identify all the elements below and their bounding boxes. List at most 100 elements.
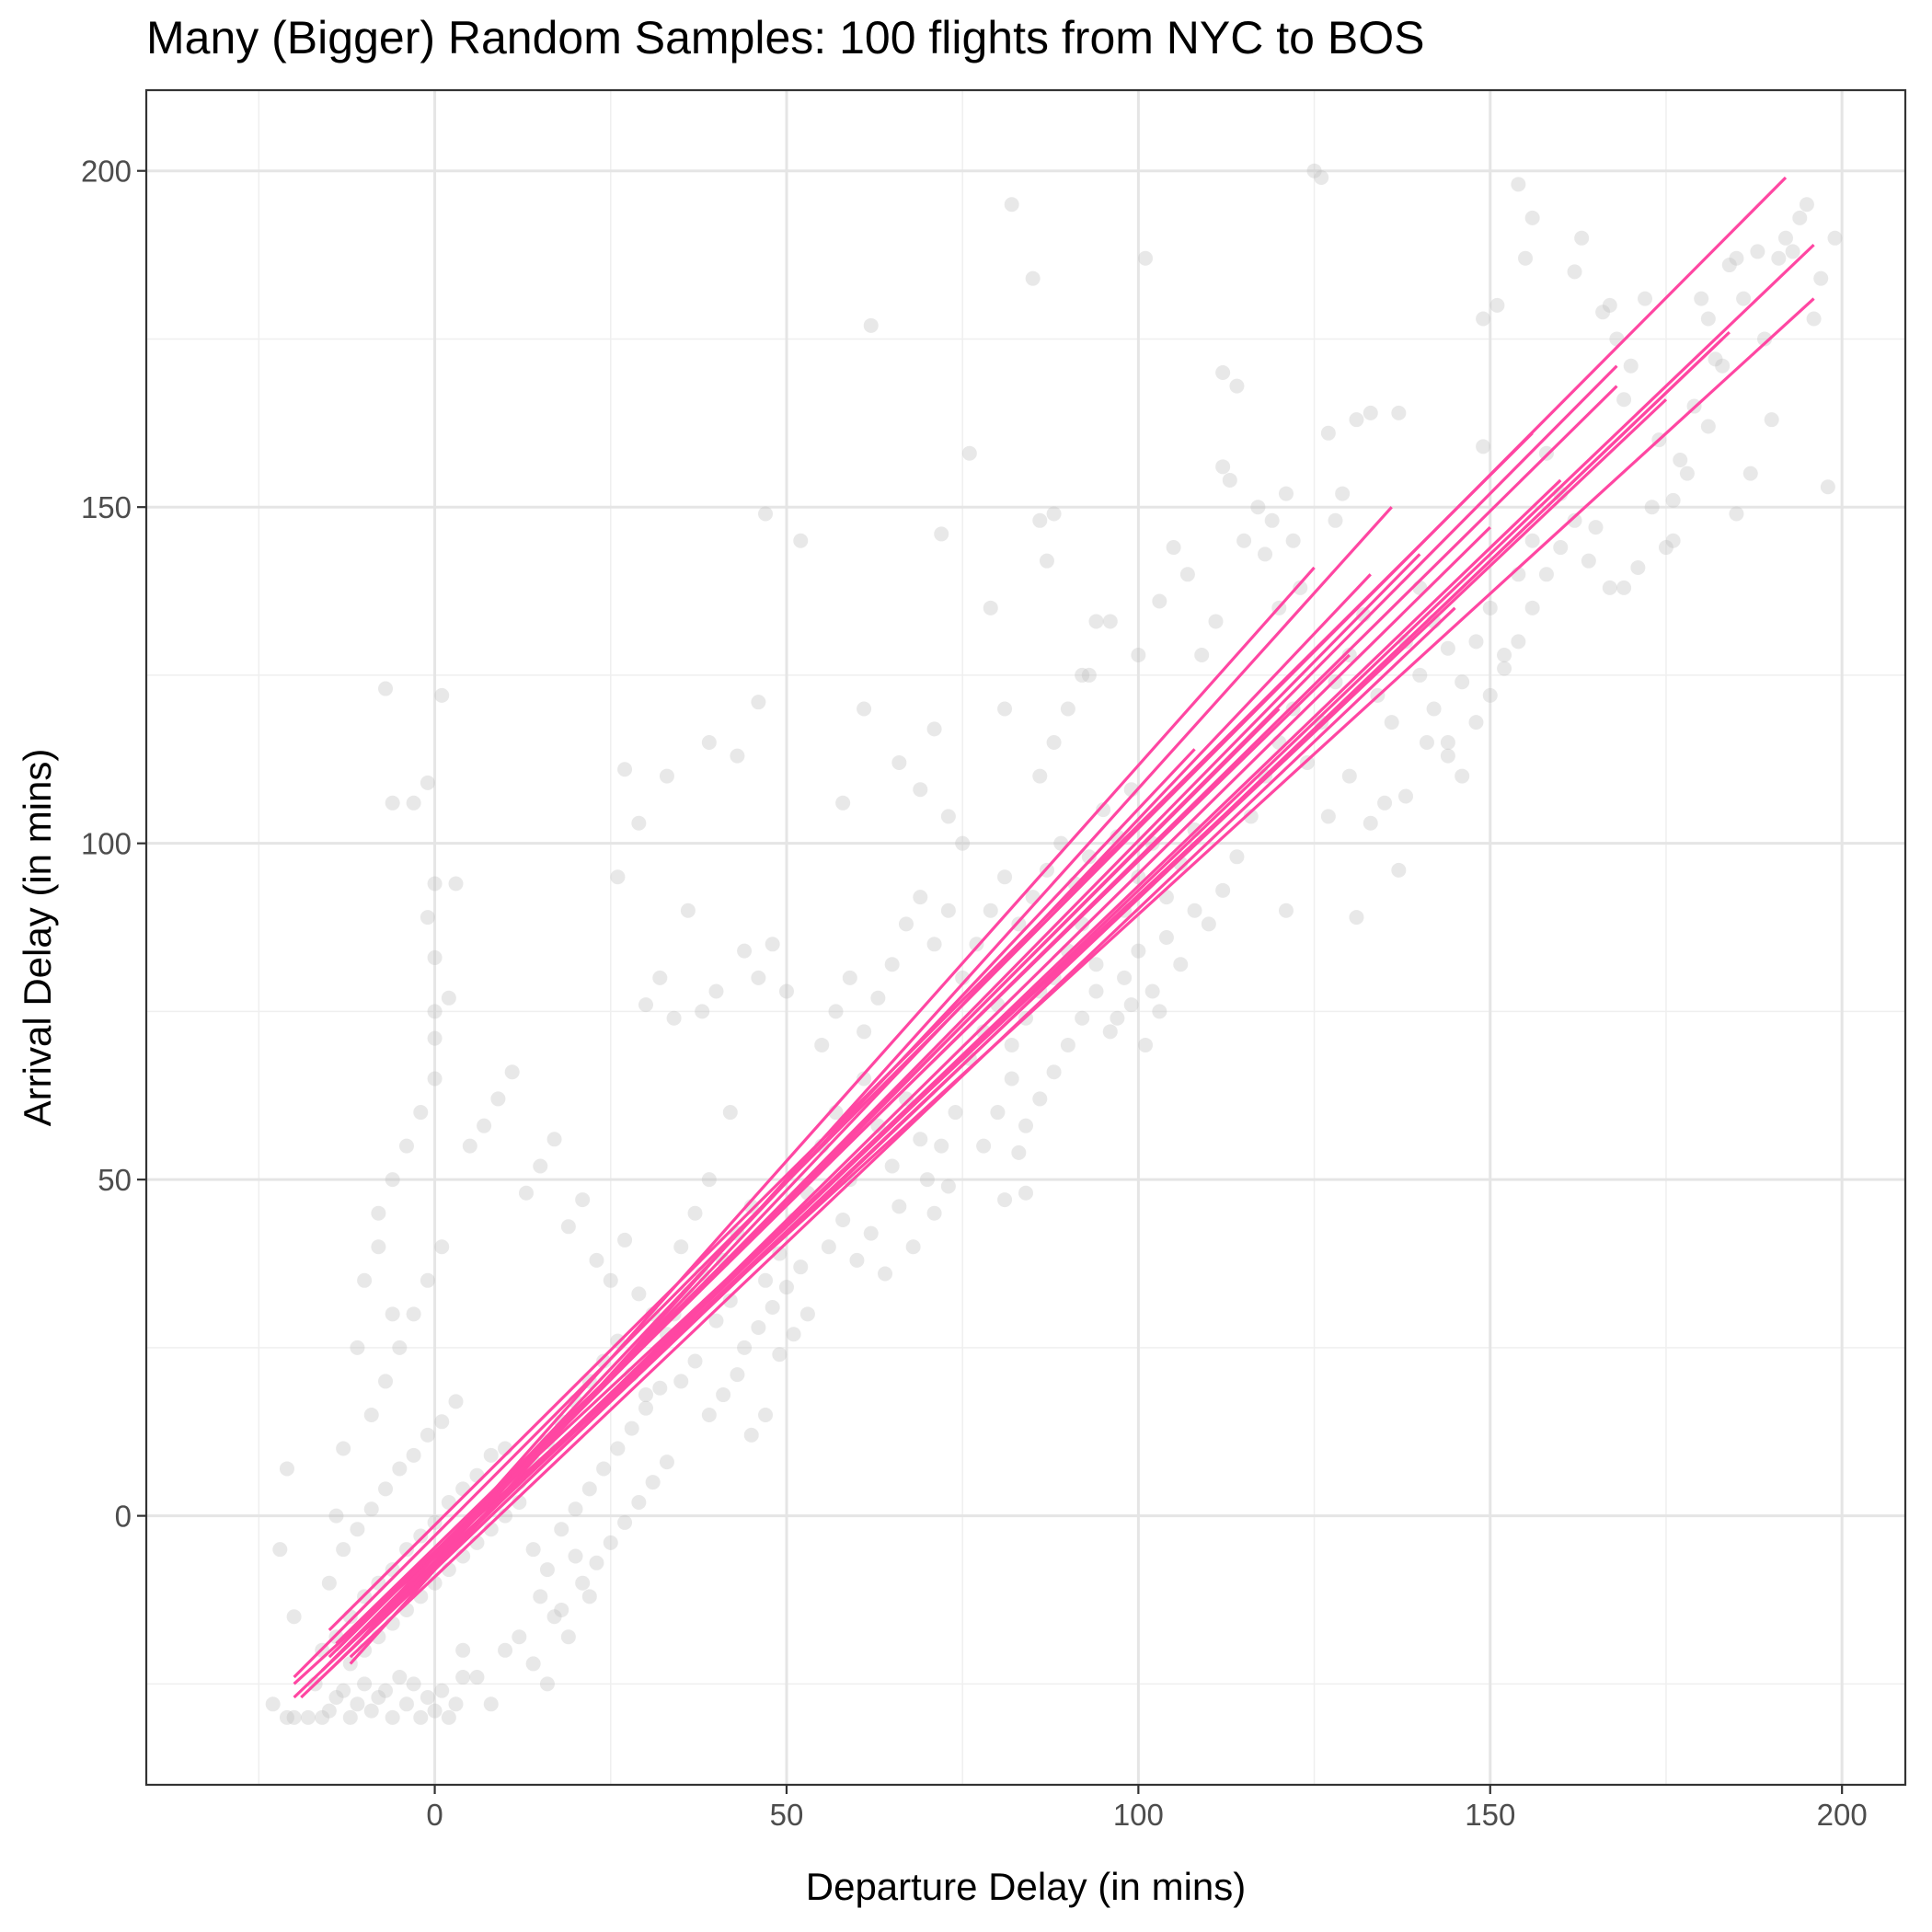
y-tick-label: 0 — [115, 1500, 132, 1534]
data-point — [772, 1246, 788, 1261]
data-point — [321, 1703, 337, 1719]
data-point — [1538, 445, 1554, 461]
data-point — [1806, 311, 1822, 327]
data-point — [1489, 297, 1505, 313]
data-point — [751, 1319, 766, 1335]
data-point — [1412, 667, 1428, 683]
data-point — [1644, 500, 1660, 515]
regression-line — [349, 606, 1456, 1659]
data-point — [1032, 768, 1048, 784]
regression-line — [362, 748, 1196, 1631]
data-point — [406, 795, 421, 811]
data-point — [631, 815, 647, 831]
data-point — [455, 1642, 471, 1658]
data-point — [560, 1219, 576, 1235]
data-point — [1363, 815, 1378, 831]
y-axis: 0 50 100 150 200 — [81, 155, 146, 1534]
data-point — [1208, 614, 1224, 629]
data-point — [603, 1535, 618, 1550]
data-point — [315, 1709, 330, 1725]
data-point — [708, 983, 724, 999]
data-point — [659, 1455, 674, 1470]
data-point — [1497, 661, 1512, 676]
data-point — [863, 1225, 879, 1241]
data-point — [1363, 405, 1378, 420]
data-point — [1102, 1024, 1118, 1040]
data-point — [1813, 270, 1829, 286]
data-point — [1482, 687, 1498, 703]
data-point — [1567, 512, 1582, 528]
data-point — [448, 1394, 464, 1409]
data-point — [498, 1642, 513, 1658]
data-point — [1081, 667, 1097, 683]
data-point — [1602, 580, 1617, 595]
data-point — [934, 1138, 949, 1154]
data-point — [385, 1306, 400, 1322]
data-point — [554, 1522, 569, 1537]
data-point — [1138, 250, 1154, 266]
data-point — [1258, 546, 1273, 562]
data-point — [1820, 479, 1835, 495]
data-point — [427, 1703, 443, 1719]
data-point — [350, 1522, 365, 1537]
data-point — [525, 1656, 541, 1672]
data-point — [300, 1709, 316, 1725]
data-point — [1616, 580, 1632, 595]
data-point — [265, 1696, 281, 1712]
data-point — [321, 1575, 337, 1591]
data-point — [898, 1091, 914, 1107]
data-point — [490, 1091, 506, 1107]
data-point — [1440, 735, 1455, 751]
data-point — [1397, 788, 1413, 804]
data-point — [638, 997, 654, 1013]
data-point — [814, 1037, 830, 1052]
data-point — [1538, 567, 1554, 582]
data-point — [617, 1514, 633, 1530]
data-point — [420, 1689, 435, 1705]
data-point — [878, 1266, 893, 1282]
data-point — [1250, 500, 1266, 515]
data-point — [1750, 244, 1765, 259]
data-point — [1792, 210, 1808, 225]
y-tick-label: 200 — [81, 155, 132, 189]
data-point — [1173, 957, 1189, 972]
data-point — [997, 869, 1013, 885]
data-point — [969, 937, 984, 952]
data-point — [730, 748, 745, 764]
data-point — [722, 1293, 738, 1308]
data-point — [427, 1514, 443, 1530]
data-point — [1060, 701, 1075, 717]
data-point — [1736, 291, 1752, 306]
data-point — [891, 754, 907, 770]
data-point — [1764, 412, 1779, 428]
data-point — [1729, 250, 1744, 266]
data-point — [1046, 1064, 1062, 1080]
data-point — [1215, 459, 1231, 475]
data-point — [1102, 614, 1118, 629]
data-point — [1306, 163, 1322, 178]
data-point — [659, 768, 674, 784]
data-point — [1243, 809, 1259, 824]
data-point — [392, 1340, 408, 1355]
data-point — [926, 1205, 942, 1221]
data-point — [1320, 425, 1336, 441]
data-point — [427, 1071, 443, 1087]
data-point — [1166, 540, 1181, 556]
data-point — [427, 1004, 443, 1019]
data-point — [1518, 250, 1534, 266]
data-point — [1328, 674, 1343, 690]
data-point — [1455, 768, 1470, 784]
data-point — [1391, 862, 1407, 878]
data-point — [758, 1407, 774, 1422]
data-point — [1700, 419, 1716, 434]
data-point — [638, 1400, 654, 1416]
data-point — [652, 1380, 668, 1396]
regression-line — [321, 398, 1668, 1672]
data-point — [666, 1010, 682, 1026]
data-point — [1088, 957, 1104, 972]
data-point — [1673, 453, 1688, 468]
data-point — [1623, 358, 1639, 374]
data-point — [1679, 466, 1695, 481]
data-point — [1574, 230, 1590, 246]
data-point — [673, 1374, 689, 1389]
